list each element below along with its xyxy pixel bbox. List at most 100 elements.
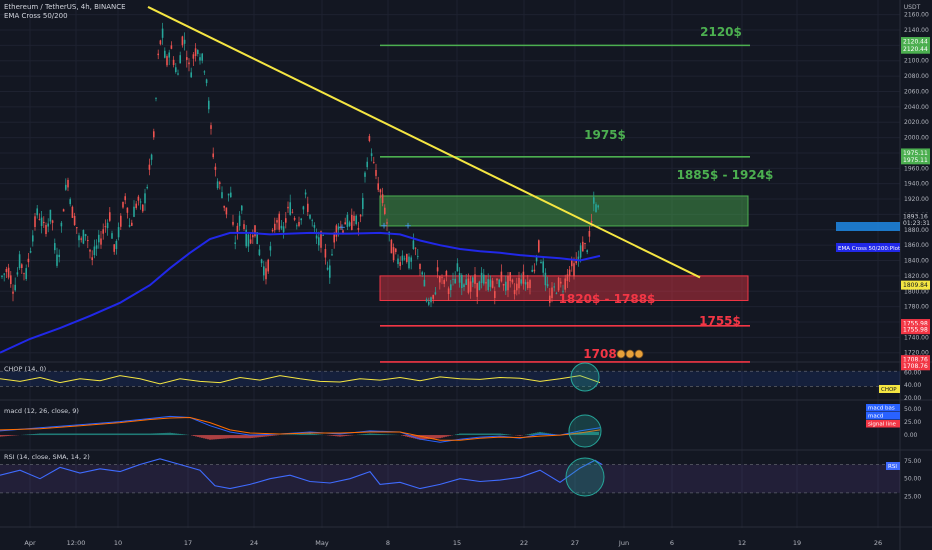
highlight-circle	[565, 457, 605, 497]
price-tick-label: 1800.00	[904, 288, 929, 295]
price-tick-label: 2040.00	[904, 104, 929, 111]
macd-signal-line	[0, 416, 601, 441]
candle-body	[274, 223, 276, 231]
candle-body	[392, 247, 395, 261]
candle-body	[113, 244, 115, 252]
candle-body	[135, 203, 137, 208]
candle-body	[161, 28, 164, 38]
candle-body	[348, 222, 351, 226]
candle-body	[518, 277, 520, 289]
candle-body	[155, 98, 157, 99]
candle-body	[293, 217, 296, 220]
candle-body	[201, 53, 203, 61]
candle-body	[23, 273, 25, 275]
price-tag	[901, 319, 930, 329]
level-label: 1975$	[584, 128, 626, 142]
candle-body	[289, 202, 291, 215]
candle-body	[573, 263, 575, 277]
price-tick-label: 1880.00	[904, 227, 929, 234]
candle-body	[500, 271, 503, 282]
time-tick-label: 10	[114, 539, 122, 547]
emoji-face-icon	[625, 349, 635, 359]
time-tick-label: 15	[453, 539, 461, 547]
candle-body	[175, 67, 177, 73]
candle-body	[65, 184, 67, 190]
candle-body	[14, 284, 16, 291]
candle-body	[509, 272, 511, 281]
candle-body	[313, 225, 316, 228]
time-tick-label: May	[315, 539, 329, 547]
candle-body	[386, 222, 388, 224]
candle-body	[87, 240, 89, 242]
candle-body	[447, 288, 450, 295]
ema-legend-tag-text: EMA Cross 50/200:Plot	[838, 246, 901, 252]
candle-body	[533, 269, 536, 272]
price-tick-label: 1780.00	[904, 304, 929, 311]
candle-body	[102, 229, 104, 234]
candle-body	[280, 225, 283, 229]
candle-body	[91, 257, 93, 261]
time-tick-label: 12	[738, 539, 746, 547]
candle-body	[430, 297, 432, 303]
candle-body	[307, 203, 309, 212]
candle-body	[326, 267, 329, 270]
candle-body	[485, 282, 487, 284]
candle-body	[557, 277, 560, 291]
candle-body	[254, 225, 256, 237]
candle-body	[531, 269, 533, 272]
candle-body	[3, 273, 5, 275]
candle-body	[223, 205, 225, 208]
candle-body	[109, 212, 111, 221]
ema-legend-tag	[836, 243, 900, 252]
candle-body	[7, 267, 10, 278]
ema-cross-marker: +	[404, 221, 412, 231]
candle-body	[588, 230, 591, 237]
candle-body	[315, 235, 318, 239]
candle-body	[375, 169, 377, 176]
candle-body	[324, 248, 327, 258]
candle-body	[439, 276, 441, 283]
support-zone	[379, 275, 749, 301]
candle-body	[384, 207, 386, 214]
candle-body	[54, 243, 56, 251]
candle-body	[579, 245, 582, 258]
time-tick-label: 6	[670, 539, 674, 547]
candle-body	[219, 182, 221, 184]
candle-body	[538, 240, 540, 252]
candle-body	[183, 39, 186, 44]
candle-body	[434, 292, 437, 295]
candle-body	[359, 214, 362, 217]
candle-body	[60, 222, 63, 227]
candle-body	[597, 205, 599, 208]
candle-body	[146, 186, 148, 189]
candle-body	[208, 100, 210, 110]
chop-legend: CHOP (14, 0)	[4, 365, 46, 373]
chop-line	[0, 375, 601, 385]
candle-body	[496, 278, 498, 281]
candle-body	[568, 269, 571, 277]
candle-body	[419, 264, 421, 270]
candle-body	[522, 271, 525, 284]
candle-body	[494, 291, 496, 298]
chop-tag	[879, 385, 900, 393]
overlay-layer: + + +2120$ 1975$ 1755$ 1708 1885$ - 1924$ 1820$…	[0, 6, 773, 361]
candle-body	[36, 208, 38, 216]
candle-body	[483, 274, 485, 284]
candle-body	[516, 283, 518, 291]
candle-body	[480, 272, 483, 283]
price-tag	[901, 280, 930, 290]
rsi-band	[0, 464, 900, 493]
rsi-tick-label: 25.00	[904, 493, 921, 500]
highlight-circle	[570, 362, 600, 392]
candle-body	[566, 274, 569, 281]
indicator-legend: EMA Cross 50/200	[4, 12, 68, 20]
time-tick-label: Apr	[24, 539, 36, 547]
time-tick-label: 8	[386, 539, 390, 547]
candle-body	[225, 207, 228, 215]
price-tag-text: 2120.44	[903, 39, 928, 46]
candle-body	[71, 206, 74, 218]
candle-body	[403, 258, 406, 260]
candle-body	[331, 254, 333, 256]
